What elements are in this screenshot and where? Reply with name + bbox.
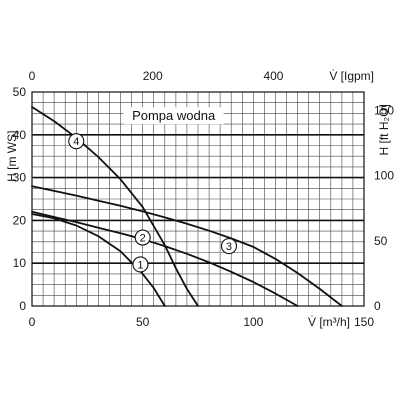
y-tick-label: 10 xyxy=(13,256,27,270)
pump-curves xyxy=(31,106,343,307)
curve-label-number: 1 xyxy=(137,259,143,271)
y-axis-left-label: H [m WS] xyxy=(5,131,19,182)
curve-label-number: 3 xyxy=(226,241,232,253)
x-axis-top-label: V̇ [Igpm] xyxy=(329,69,374,83)
x-axis-bottom-tick-labels: 0 50 100 150 xyxy=(29,315,375,329)
y-axis-left-tick-labels: 0 10 20 30 40 50 xyxy=(13,85,27,313)
curve-label-circle xyxy=(68,133,85,150)
x-top-tick-label: 400 xyxy=(263,69,283,83)
x-axis-bottom-label: V̇ [m³/h] xyxy=(308,315,350,329)
curve-label-number: 2 xyxy=(140,233,146,245)
y-tick-label: 0 xyxy=(19,299,26,313)
y-tick-label: 40 xyxy=(13,128,27,142)
curve-number-labels: 4 2 3 1 xyxy=(68,133,238,273)
x-top-tick-label: 0 xyxy=(29,69,36,83)
y-tick-label: 30 xyxy=(13,171,27,185)
x-tick-label: 150 xyxy=(354,315,374,329)
x-tick-label: 100 xyxy=(243,315,263,329)
curve-label-circle xyxy=(220,238,238,255)
major-grid xyxy=(32,134,364,265)
curve-label-number: 4 xyxy=(73,136,79,148)
y-right-tick-label: 100 xyxy=(374,169,394,183)
pump-curve-4 xyxy=(31,106,199,307)
y-axis-right-label: H [ft H₂O] xyxy=(377,104,391,155)
y-tick-label: 20 xyxy=(13,213,27,227)
x-tick-label: 50 xyxy=(136,315,150,329)
y-axis-right-tick-labels: 0 50 100 150 xyxy=(374,103,394,313)
x-axis-top-tick-labels: 0 200 400 xyxy=(29,69,284,83)
minor-grid xyxy=(32,92,364,306)
curve-label-circle xyxy=(134,229,151,246)
y-tick-label: 50 xyxy=(13,85,27,99)
y-right-tick-label: 0 xyxy=(374,299,381,313)
y-right-tick-label: 50 xyxy=(374,234,388,248)
chart-title: Pompa wodna xyxy=(132,108,216,123)
curve-label-2: 2 xyxy=(134,229,151,246)
title-box: Pompa wodna xyxy=(123,107,224,125)
y-right-tick-label: 150 xyxy=(374,103,394,117)
curve-label-3: 3 xyxy=(220,238,238,255)
title-background xyxy=(123,107,224,125)
curve-label-circle xyxy=(132,256,149,273)
curve-label-1: 1 xyxy=(132,256,149,273)
curve-label-4: 4 xyxy=(68,133,85,150)
pump-curve-3 xyxy=(31,185,343,307)
x-top-tick-label: 200 xyxy=(143,69,163,83)
x-tick-label: 0 xyxy=(29,315,36,329)
pump-curve-1 xyxy=(31,213,166,307)
